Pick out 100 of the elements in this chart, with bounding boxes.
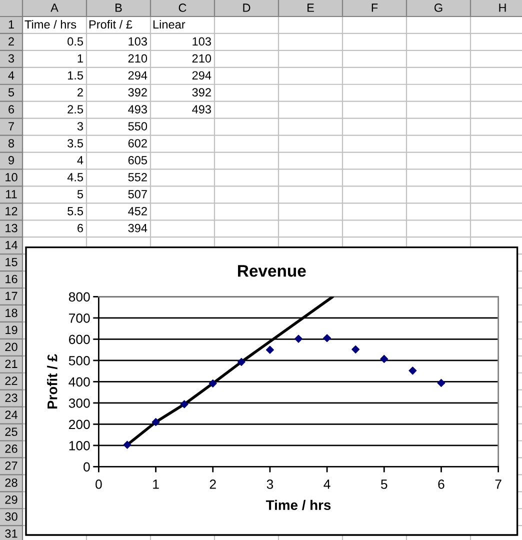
- y-tick-label: 500: [68, 356, 90, 366]
- text: 103: [192, 37, 211, 46]
- text: 7: [8, 122, 14, 130]
- chart-title: Revenue: [238, 265, 306, 277]
- text: Linear: [153, 20, 186, 29]
- x-tick-label: 0: [96, 480, 102, 489]
- text: 1.5: [68, 71, 84, 80]
- text: 19: [6, 326, 18, 334]
- text: 12: [6, 206, 18, 216]
- point: [352, 345, 360, 354]
- y-tick-label: 0: [84, 462, 90, 472]
- text: H: [499, 4, 506, 12]
- text: 210: [192, 54, 212, 63]
- text: 210: [128, 54, 148, 63]
- text: 1: [8, 20, 14, 29]
- text: 23: [5, 394, 18, 402]
- text: C: [178, 4, 186, 12]
- x-tick-label: 5: [380, 480, 388, 489]
- point: [323, 334, 332, 342]
- text: 30: [5, 512, 18, 521]
- y-tick-label: 300: [68, 398, 90, 408]
- x-tick-label: 4: [324, 480, 330, 489]
- text: 507: [128, 190, 147, 198]
- text: 552: [128, 173, 147, 182]
- point: [123, 440, 132, 449]
- text: 1: [78, 54, 83, 62]
- text: 0.5: [68, 37, 84, 46]
- text: 8: [8, 139, 14, 148]
- y-tick-label: 600: [69, 334, 90, 344]
- text: 602: [128, 139, 147, 148]
- text: 28: [5, 478, 18, 487]
- text: 2.5: [68, 105, 84, 114]
- text: 17: [6, 292, 18, 300]
- y-tick-label: 100: [69, 441, 90, 450]
- text: B: [116, 4, 122, 12]
- point: [266, 346, 274, 354]
- text: F: [372, 4, 378, 12]
- text: 10: [6, 173, 18, 182]
- text: 294: [192, 71, 212, 80]
- text: 22: [5, 376, 18, 385]
- text: 4: [8, 71, 14, 80]
- text: 25: [5, 428, 18, 436]
- text: 20: [5, 342, 18, 352]
- text: 31: [5, 529, 18, 538]
- text: 29: [5, 495, 18, 504]
- point: [180, 400, 188, 408]
- text: 5.5: [68, 207, 84, 216]
- point: [208, 379, 217, 388]
- text: 550: [128, 122, 148, 130]
- text: 294: [128, 71, 148, 80]
- x-tick-label: 7: [495, 480, 502, 489]
- text: 493: [192, 105, 211, 114]
- text: 3.5: [68, 139, 84, 148]
- text: 14: [6, 241, 18, 250]
- text: 2: [8, 37, 14, 46]
- text: 9: [8, 156, 14, 164]
- x-tick-label: 2: [210, 480, 216, 489]
- point: [237, 358, 246, 366]
- text: 11: [6, 190, 17, 198]
- point: [380, 354, 388, 363]
- x-axis-title: Time / hrs: [266, 500, 331, 510]
- text: A: [50, 4, 58, 12]
- text: 5: [77, 190, 84, 198]
- text: G: [434, 4, 442, 12]
- text: 4: [77, 156, 84, 164]
- text: 6: [8, 105, 14, 114]
- y-tick-label: 200: [69, 420, 90, 430]
- x-tick-label: 1: [153, 480, 159, 489]
- text: 27: [5, 462, 18, 470]
- point: [408, 366, 417, 375]
- text: 21: [5, 360, 18, 368]
- y-tick-label: 700: [69, 314, 90, 323]
- text: 3: [8, 54, 14, 63]
- text: 605: [128, 156, 148, 164]
- text: Time / hrs: [24, 20, 76, 29]
- text: 13: [6, 224, 18, 232]
- x-tick-label: 3: [266, 480, 274, 489]
- x-tick-label: 6: [438, 480, 444, 489]
- text: 392: [192, 88, 211, 97]
- text: Profit / £: [89, 20, 132, 29]
- text: 24: [5, 410, 18, 419]
- text: 5: [8, 88, 14, 97]
- point: [294, 334, 303, 343]
- point: [152, 418, 160, 426]
- text: 392: [128, 88, 147, 97]
- point: [437, 378, 446, 387]
- y-axis-title: Profit / £: [47, 354, 58, 409]
- text: 452: [128, 206, 147, 216]
- text: 103: [128, 37, 147, 46]
- text: 493: [128, 105, 147, 114]
- text: 18: [6, 308, 18, 318]
- text: 26: [5, 444, 18, 453]
- text: 6: [78, 224, 83, 232]
- text: 4.5: [67, 173, 84, 182]
- y-tick-label: 800: [68, 292, 90, 302]
- text: E: [308, 4, 314, 12]
- text: 394: [128, 224, 148, 232]
- text: 15: [6, 258, 18, 266]
- text: D: [243, 4, 250, 12]
- y-tick-label: 400: [68, 377, 90, 387]
